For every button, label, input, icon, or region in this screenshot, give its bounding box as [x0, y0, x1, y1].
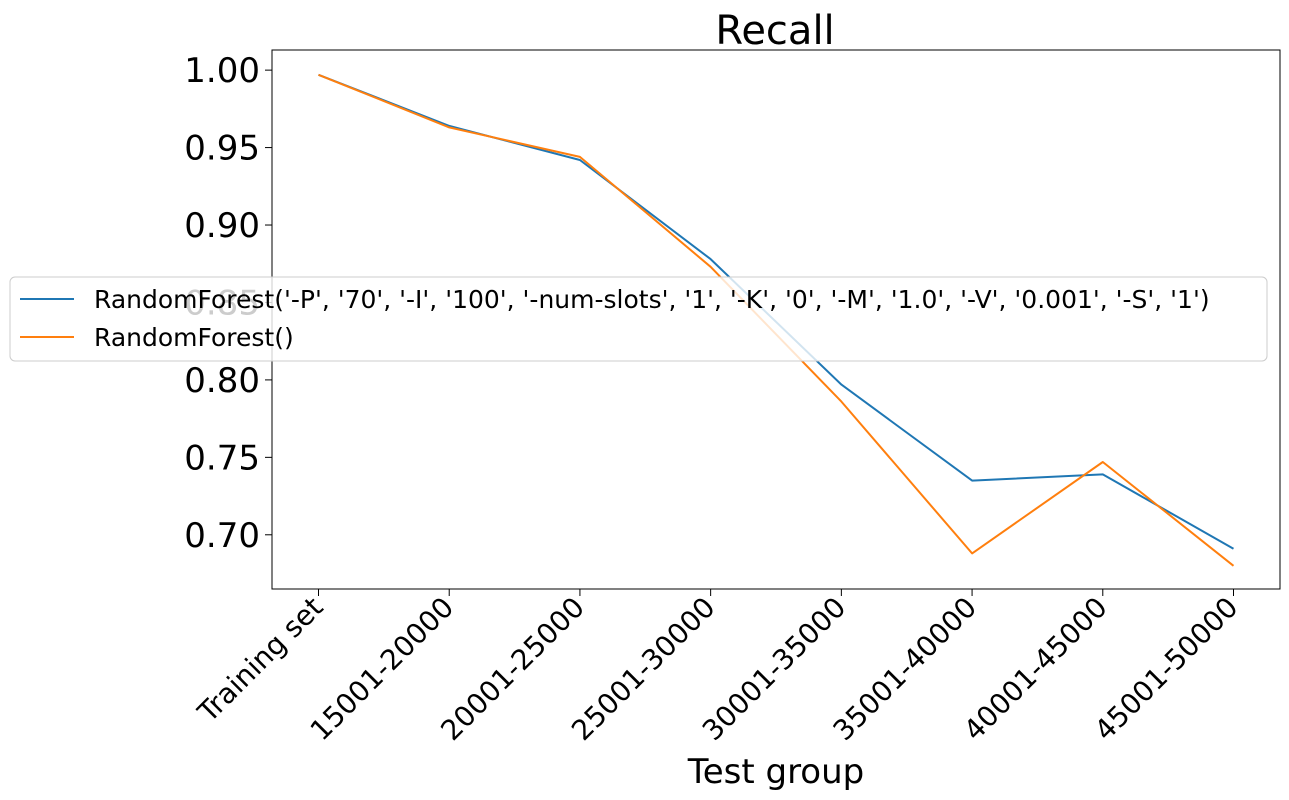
legend-label: RandomForest('-P', '70', '-I', '100', '-…: [94, 285, 1210, 314]
y-tick-label: 0.70: [184, 516, 260, 556]
legend-box: [9, 276, 1268, 362]
x-axis: Training set15001-2000020001-2500025001-…: [191, 589, 1244, 747]
x-tick-label: Training set: [191, 591, 330, 730]
y-tick-label: 0.95: [184, 129, 260, 169]
y-tick-label: 0.80: [184, 361, 260, 401]
chart-title: Recall: [715, 8, 834, 54]
legend-label: RandomForest(): [94, 323, 294, 352]
y-tick-label: 0.90: [184, 206, 260, 246]
legend: RandomForest('-P', '70', '-I', '100', '-…: [9, 276, 1268, 362]
y-tick-label: 0.75: [184, 438, 260, 478]
x-axis-label: Test group: [687, 752, 865, 792]
y-tick-label: 1.00: [184, 51, 260, 91]
